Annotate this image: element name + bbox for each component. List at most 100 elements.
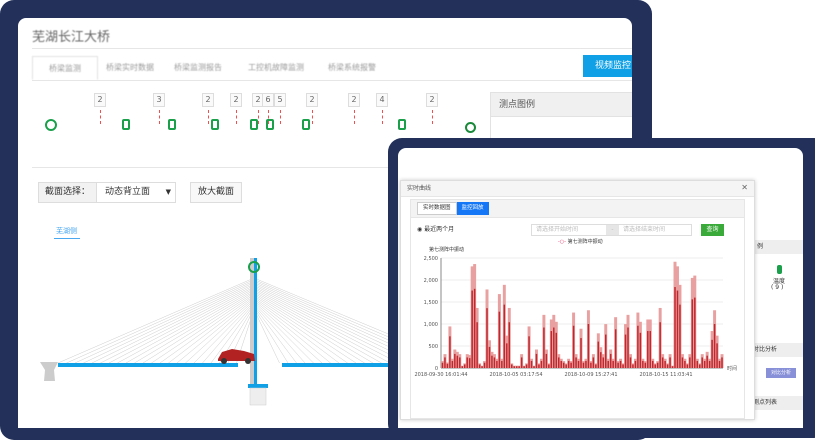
bar	[511, 364, 513, 368]
y-tick-label: 2,500	[424, 256, 438, 262]
disabled-sensor-icon[interactable]	[465, 122, 476, 133]
stay-cable	[253, 289, 391, 364]
stay-cable	[142, 292, 255, 364]
section-marker	[432, 110, 433, 124]
tower-highlight	[254, 258, 257, 398]
bar	[525, 364, 528, 368]
legend-panel: 测点图例	[490, 92, 632, 212]
stay-cable	[168, 297, 255, 364]
bar	[570, 362, 572, 368]
bar	[649, 331, 652, 368]
bar	[466, 357, 468, 368]
bar	[468, 358, 471, 368]
abutment	[40, 362, 58, 381]
strain-sensor-icon[interactable]	[168, 119, 176, 130]
stay-cable	[193, 301, 255, 364]
bar	[661, 357, 664, 368]
tab-realtime-data[interactable]: 桥梁实时数据	[106, 63, 154, 72]
bar	[711, 339, 713, 368]
bar	[513, 366, 515, 368]
bar	[602, 357, 605, 368]
tab-monitor-report[interactable]: 桥梁监测报告	[174, 63, 222, 72]
bar	[535, 353, 538, 368]
sensor-count-badge: 2	[306, 93, 318, 107]
car-icon	[218, 349, 255, 364]
recent-two-months-radio[interactable]: ◉ 最近两个月	[417, 226, 455, 233]
bar	[614, 329, 617, 368]
sensor-count-badge: 2	[202, 93, 214, 107]
bar	[659, 322, 661, 368]
page-title: 芜湖长江大桥	[32, 30, 111, 45]
stay-cable	[253, 294, 365, 364]
bar	[555, 332, 558, 368]
stay-cable	[151, 294, 255, 364]
bar	[644, 362, 647, 368]
bar	[483, 362, 486, 368]
bar	[699, 364, 701, 368]
stay-cable	[253, 295, 357, 364]
strain-sensor-icon[interactable]	[398, 119, 406, 130]
temperature-label: 温度	[773, 278, 786, 285]
anchor-sensor-icon[interactable]	[45, 119, 57, 131]
bar	[444, 357, 446, 368]
tab-bridge-monitor[interactable]: 桥梁监测	[32, 56, 98, 80]
sensor-count-badge: 6	[262, 93, 274, 107]
section-select-group: 截面选择： 动态背立面 ▼	[38, 182, 177, 203]
stay-cable	[100, 285, 255, 364]
video-monitor-button[interactable]: 视频监控	[583, 55, 632, 77]
stay-cable	[253, 304, 306, 364]
bar	[642, 360, 644, 368]
bar	[538, 364, 540, 368]
bar	[478, 364, 481, 368]
strain-sensor-icon[interactable]	[302, 119, 310, 130]
close-icon[interactable]: ✕	[741, 183, 748, 192]
tower-sensor-icon[interactable]	[248, 261, 260, 273]
bar	[585, 360, 587, 368]
start-time-input[interactable]: 请选择开始时间	[536, 226, 579, 233]
tab-system-alarm[interactable]: 桥梁系统报警	[328, 63, 376, 72]
bar	[486, 308, 488, 368]
strain-sensor-icon[interactable]	[266, 119, 274, 130]
divider	[32, 167, 492, 168]
strain-sensor-icon[interactable]	[211, 119, 219, 130]
strain-sensor-icon[interactable]	[250, 119, 258, 130]
section-select[interactable]: 动态背立面 ▼	[97, 183, 175, 202]
bar	[595, 364, 597, 368]
bar	[686, 364, 689, 368]
compare-button[interactable]: 对比分析	[766, 368, 796, 378]
tab-realtime-chart[interactable]: 实时数据图	[417, 202, 457, 215]
bar	[627, 327, 629, 368]
bar	[558, 357, 560, 368]
tab-ipc-fault[interactable]: 工控机故障监测	[248, 63, 304, 72]
sensor-count-badge: 5	[274, 93, 286, 107]
bar	[597, 341, 600, 368]
bar	[567, 360, 570, 368]
sensor-count-badge: 2	[426, 93, 438, 107]
stay-cable	[253, 288, 399, 364]
stay-cable	[253, 291, 382, 364]
stay-cable	[253, 303, 314, 364]
section-marker	[236, 110, 237, 124]
legend-title: 测点图例	[491, 93, 632, 117]
query-button[interactable]: 查询	[701, 224, 724, 236]
bar	[520, 357, 523, 368]
deck-left	[58, 363, 238, 367]
pier-cap	[248, 384, 268, 388]
section-value: 动态背立面	[105, 187, 151, 197]
strain-sensor-icon[interactable]	[122, 119, 130, 130]
bar	[684, 360, 686, 368]
bar	[572, 325, 575, 368]
bar	[498, 311, 501, 368]
bar	[652, 360, 654, 368]
tab-playback[interactable]: 监控回放	[456, 202, 489, 215]
bar	[528, 336, 530, 368]
stay-cable	[185, 300, 255, 364]
zoom-section-button[interactable]: 放大截面	[190, 182, 243, 203]
realtime-curve-modal: 实时曲线 ✕ 实时数据图 监控回放 ◉ 最近两个月 请选择开始时间 - 请选择结…	[400, 180, 755, 420]
bar	[605, 334, 607, 368]
end-time-input[interactable]: 请选择结束时间	[623, 226, 666, 233]
bar	[587, 324, 590, 368]
x-tick-label: 2018-10-09 15:27:41	[564, 372, 617, 378]
bar	[674, 287, 676, 368]
stay-cable	[253, 300, 331, 364]
